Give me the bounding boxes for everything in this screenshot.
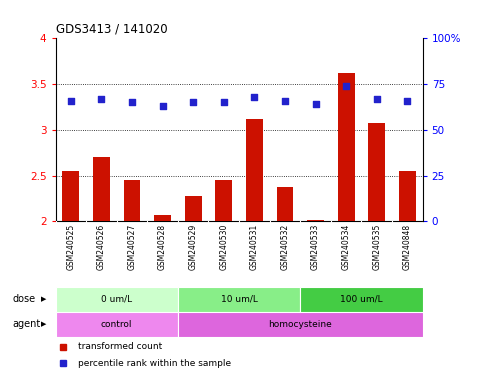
Text: GSM240532: GSM240532	[281, 223, 289, 270]
Point	[67, 98, 75, 104]
Bar	[277, 187, 293, 222]
Bar	[300, 287, 423, 312]
Bar	[178, 312, 423, 336]
Text: GSM240848: GSM240848	[403, 223, 412, 270]
Text: GSM240526: GSM240526	[97, 223, 106, 270]
Text: ▶: ▶	[41, 296, 46, 302]
Point	[189, 99, 197, 106]
Text: GSM240530: GSM240530	[219, 223, 228, 270]
Text: 100 um/L: 100 um/L	[340, 295, 383, 304]
Bar	[215, 180, 232, 222]
Point	[281, 98, 289, 104]
Bar	[154, 215, 171, 222]
Text: GSM240527: GSM240527	[128, 223, 137, 270]
Text: GDS3413 / 141020: GDS3413 / 141020	[56, 23, 167, 36]
Bar	[56, 287, 178, 312]
Text: GSM240525: GSM240525	[66, 223, 75, 270]
Bar	[399, 171, 416, 222]
Text: percentile rank within the sample: percentile rank within the sample	[78, 359, 231, 368]
Bar	[93, 157, 110, 222]
Text: agent: agent	[12, 319, 40, 329]
Text: GSM240533: GSM240533	[311, 223, 320, 270]
Bar	[62, 171, 79, 222]
Point	[220, 99, 227, 106]
Text: 0 um/L: 0 um/L	[101, 295, 132, 304]
Text: GSM240535: GSM240535	[372, 223, 381, 270]
Bar	[185, 196, 201, 222]
Text: GSM240534: GSM240534	[341, 223, 351, 270]
Point	[159, 103, 167, 109]
Text: 10 um/L: 10 um/L	[221, 295, 257, 304]
Point	[373, 96, 381, 102]
Bar	[56, 312, 178, 336]
Text: ▶: ▶	[41, 321, 46, 327]
Text: transformed count: transformed count	[78, 342, 162, 351]
Point	[342, 83, 350, 89]
Point	[98, 96, 105, 102]
Text: GSM240529: GSM240529	[189, 223, 198, 270]
Point	[312, 101, 319, 108]
Point	[128, 99, 136, 106]
Point	[251, 94, 258, 100]
Bar	[369, 122, 385, 222]
Bar	[307, 220, 324, 222]
Text: dose: dose	[12, 294, 35, 304]
Text: control: control	[101, 319, 132, 329]
Bar	[338, 73, 355, 222]
Bar	[178, 287, 300, 312]
Bar	[246, 119, 263, 222]
Bar	[124, 180, 141, 222]
Point	[403, 98, 411, 104]
Text: GSM240531: GSM240531	[250, 223, 259, 270]
Text: homocysteine: homocysteine	[269, 319, 332, 329]
Text: GSM240528: GSM240528	[158, 223, 167, 270]
